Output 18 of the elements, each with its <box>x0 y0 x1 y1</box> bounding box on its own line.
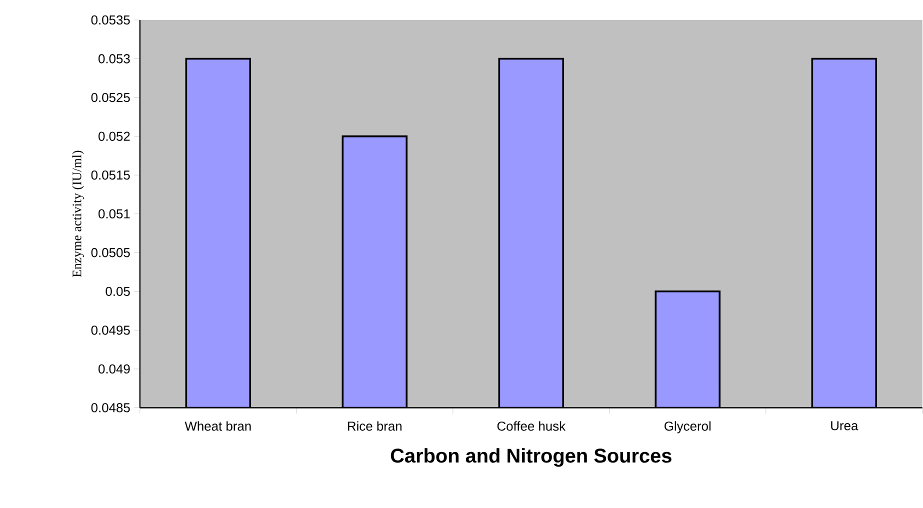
y-tick-label: 0.0505 <box>91 248 130 258</box>
y-tick-label: 0.049 <box>98 364 130 374</box>
y-tick-label: 0.0535 <box>91 16 130 25</box>
x-tick-label: Urea <box>831 421 858 430</box>
y-tick-label: 0.05 <box>106 286 130 296</box>
y-tick-label: 0.0495 <box>91 326 130 335</box>
x-tick-label: Rice bran <box>348 421 402 431</box>
y-tick-label: 0.052 <box>98 132 130 142</box>
x-axis-title: Carbon and Nitrogen Sources <box>390 448 672 467</box>
x-tick-label: Wheat bran <box>184 421 251 431</box>
y-tick-label: 0.053 <box>98 54 130 64</box>
y-tick-label: 0.0515 <box>91 170 130 180</box>
x-tick-label: Coffee husk <box>497 421 566 431</box>
y-tick-label: 0.0525 <box>91 93 130 102</box>
x-tick-label: Glycerol <box>664 421 711 434</box>
y-axis-title: Enzyme activity (IU/ml) <box>72 150 84 278</box>
y-tick-label: 0.051 <box>98 209 130 219</box>
y-tick-label: 0.0485 <box>91 403 130 412</box>
